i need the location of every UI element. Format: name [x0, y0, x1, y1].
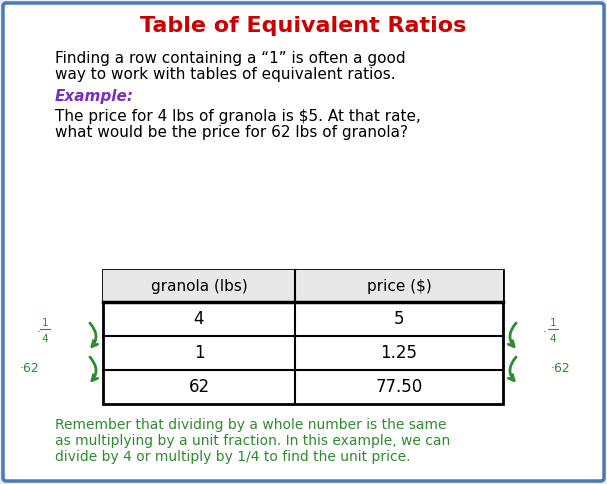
Text: Table of Equivalent Ratios: Table of Equivalent Ratios — [140, 16, 466, 36]
Text: 1.25: 1.25 — [381, 344, 418, 362]
Text: price ($): price ($) — [367, 278, 432, 293]
Text: 4: 4 — [550, 334, 556, 344]
Text: ·: · — [37, 327, 41, 339]
Text: 77.50: 77.50 — [375, 378, 422, 396]
Text: as multiplying by a unit fraction. In this example, we can: as multiplying by a unit fraction. In th… — [55, 434, 450, 448]
Text: The price for 4 lbs of granola is $5. At that rate,: The price for 4 lbs of granola is $5. At… — [55, 108, 421, 123]
Text: Example:: Example: — [55, 90, 134, 105]
Text: ·: · — [543, 327, 547, 339]
Text: 5: 5 — [394, 310, 404, 328]
FancyBboxPatch shape — [3, 3, 604, 481]
Text: ·62: ·62 — [551, 362, 571, 375]
Text: ·62: ·62 — [19, 362, 39, 375]
Text: Remember that dividing by a whole number is the same: Remember that dividing by a whole number… — [55, 418, 447, 432]
Text: divide by 4 or multiply by 1/4 to find the unit price.: divide by 4 or multiply by 1/4 to find t… — [55, 450, 410, 464]
Text: 1: 1 — [194, 344, 205, 362]
Text: 1: 1 — [42, 318, 49, 328]
Text: 1: 1 — [550, 318, 556, 328]
Text: what would be the price for 62 lbs of granola?: what would be the price for 62 lbs of gr… — [55, 125, 408, 140]
Bar — [103, 270, 503, 302]
Bar — [103, 270, 503, 404]
Text: 4: 4 — [42, 334, 49, 344]
Text: way to work with tables of equivalent ratios.: way to work with tables of equivalent ra… — [55, 67, 396, 82]
Text: Finding a row containing a “1” is often a good: Finding a row containing a “1” is often … — [55, 51, 405, 66]
Text: granola (lbs): granola (lbs) — [151, 278, 248, 293]
Text: 4: 4 — [194, 310, 204, 328]
Text: 62: 62 — [188, 378, 209, 396]
